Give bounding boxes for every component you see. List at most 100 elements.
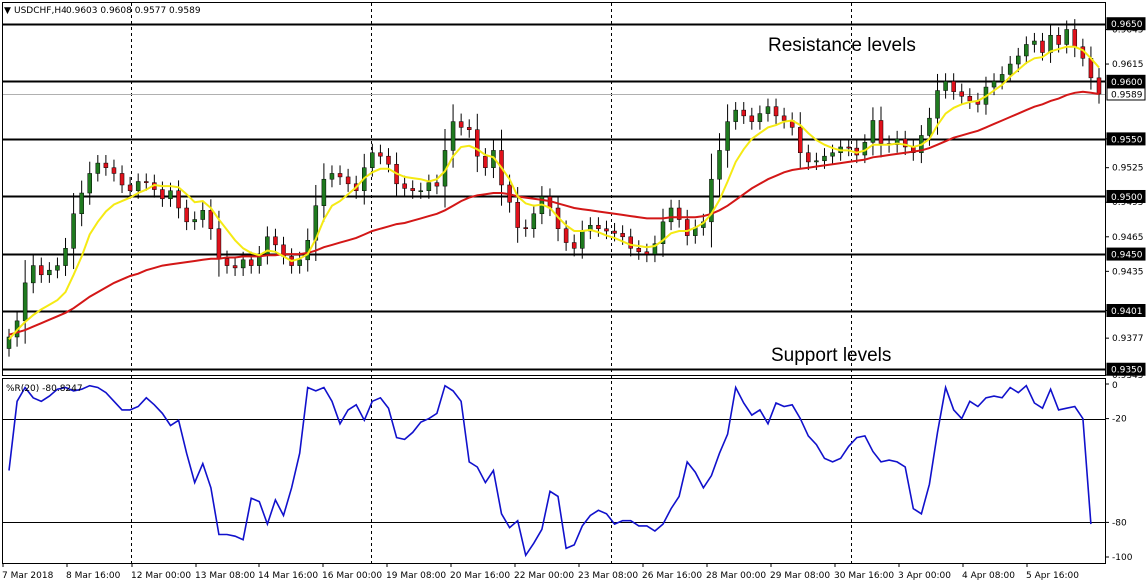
- candle-bull: [1064, 29, 1069, 45]
- candle-bull: [1048, 34, 1053, 53]
- candle-bull: [588, 225, 593, 232]
- osc-tick-label: -20: [1112, 415, 1127, 425]
- candle-bear: [515, 201, 520, 228]
- candle-bear: [458, 121, 464, 128]
- main-panel-frame: [2, 2, 1106, 376]
- candle-bear: [410, 188, 415, 191]
- time-tick-label: 12 Mar 00:00: [131, 571, 191, 581]
- candle-bull: [418, 190, 424, 192]
- current-price-tag-box: [1106, 87, 1146, 101]
- ma-fast-line: [8, 45, 1100, 340]
- time-tick-label: 23 Mar 08:00: [578, 571, 638, 581]
- current-price-tag: 0.9589: [1111, 90, 1143, 100]
- candle-bear: [676, 207, 682, 220]
- level-tag-0.9600: 0.9600: [1111, 78, 1143, 88]
- candle-bull: [30, 265, 36, 284]
- candle-bear: [644, 251, 650, 255]
- candle-bear: [160, 189, 165, 200]
- candle-bull: [135, 181, 141, 191]
- candle-bull: [63, 248, 68, 266]
- candle-bear: [951, 81, 956, 92]
- candle-bear: [781, 115, 787, 121]
- candle-bear: [119, 173, 125, 186]
- osc-tick-label: -80: [1112, 518, 1127, 528]
- williams-r-line: [8, 384, 1092, 558]
- candle-bull: [321, 178, 327, 206]
- level-tag-0.9350: 0.9350: [1111, 366, 1143, 376]
- candle-bull: [660, 221, 666, 244]
- candle-bull: [733, 109, 738, 122]
- candle-bull: [717, 150, 722, 180]
- indicator-panel-frame: [2, 378, 1106, 564]
- candle-bull: [814, 160, 819, 163]
- candle-bear: [959, 91, 964, 97]
- time-tick-label: 14 Mar 16:00: [258, 571, 318, 581]
- time-tick-label: 30 Mar 16:00: [834, 571, 894, 581]
- candle-bear: [345, 176, 351, 185]
- candle-bull: [22, 282, 28, 322]
- candle-bear: [563, 228, 569, 243]
- level-tag-0.9650: 0.9650: [1111, 20, 1143, 30]
- candle-bull: [668, 207, 674, 223]
- candle-bear: [103, 162, 109, 168]
- time-tick-label: 29 Mar 08:00: [770, 571, 830, 581]
- candle-bear: [1096, 77, 1102, 95]
- ohlc-values: 0.9603 0.9608 0.9577 0.9589: [66, 6, 201, 16]
- price-tick-label: 0.9345: [1112, 371, 1144, 381]
- candle-bear: [224, 258, 230, 266]
- candle-bear: [475, 129, 480, 157]
- symbol-arrow-icon[interactable]: ▼: [4, 6, 11, 16]
- candle-bull: [87, 173, 92, 194]
- candle-bear: [386, 155, 391, 165]
- candle-bear: [628, 236, 633, 249]
- candle-bull: [55, 265, 60, 271]
- candle-bear: [144, 181, 149, 183]
- candle-bear: [612, 230, 617, 234]
- candle-bull: [927, 117, 932, 136]
- candle-bear: [337, 173, 343, 178]
- candle-bull: [450, 121, 456, 151]
- oscillator-title: %R(20) -80.8247: [6, 384, 83, 394]
- candle-bear: [378, 152, 383, 157]
- candle-bull: [1016, 55, 1021, 65]
- candle-bull: [531, 213, 537, 229]
- candle-bull: [894, 138, 900, 145]
- candle-bear: [466, 127, 472, 130]
- time-tick-label: 4 Apr 08:00: [962, 571, 1015, 581]
- candle-bear: [483, 155, 488, 168]
- candle-bear: [111, 167, 117, 174]
- level-tag-0.9401-box: [1106, 304, 1146, 318]
- level-tag-0.9350-box: [1106, 362, 1146, 376]
- level-tag-0.9550-box: [1106, 132, 1146, 146]
- level-tag-0.9500-box: [1106, 189, 1146, 203]
- candle-bear: [636, 248, 642, 253]
- moving-averages: [8, 45, 1100, 340]
- candle-bull: [95, 162, 101, 174]
- level-tag-0.9450: 0.9450: [1111, 251, 1143, 261]
- candle-bear: [1072, 29, 1078, 48]
- candle-bear: [127, 184, 133, 191]
- price-tick-label: 0.9435: [1112, 267, 1144, 277]
- candle-bull: [991, 81, 997, 88]
- candle-bull: [329, 173, 335, 180]
- resistance-levels-annotation: Resistance levels: [768, 35, 916, 56]
- candle-bull: [822, 155, 827, 162]
- candle-bull: [200, 210, 206, 220]
- osc-tick-label: 0: [1112, 381, 1118, 391]
- candle-bull: [725, 121, 730, 151]
- candle-bear: [1056, 34, 1061, 45]
- support-resistance-levels[interactable]: [3, 23, 1105, 371]
- candle-bear: [806, 152, 811, 163]
- candle-bear: [402, 183, 407, 189]
- time-tick-label: 28 Mar 00:00: [706, 571, 766, 581]
- candle-bull: [1007, 63, 1013, 75]
- time-tick-label: 16 Mar 00:00: [322, 571, 382, 581]
- candle-bear: [434, 182, 440, 187]
- candle-bear: [571, 242, 577, 249]
- candle-bull: [79, 192, 84, 215]
- price-tick-label: 0.9465: [1112, 233, 1144, 243]
- time-tick-label: 20 Mar 16:00: [450, 571, 510, 581]
- level-tag-0.9550: 0.9550: [1111, 135, 1143, 145]
- candle-bear: [596, 225, 601, 229]
